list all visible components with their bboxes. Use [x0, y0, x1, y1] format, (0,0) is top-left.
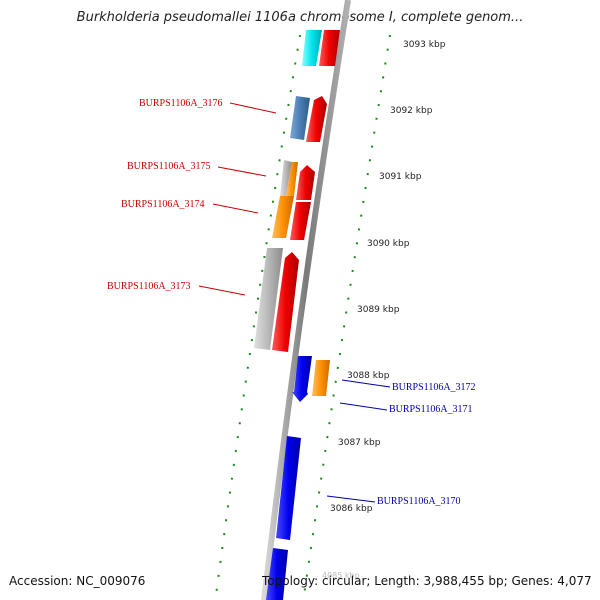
accession-text: Accession: NC_009076	[9, 574, 146, 588]
map-title: Burkholderia pseudomallei 1106a chromoso…	[76, 10, 524, 25]
gene-labels-left: BURPS1106A_3176 BURPS1106A_3175 BURPS110…	[107, 98, 223, 292]
gene-label-3171[interactable]: BURPS1106A_3171	[389, 404, 473, 415]
gene-3176-steel[interactable]	[290, 96, 310, 140]
gene-label-3173[interactable]: BURPS1106A_3173	[107, 281, 191, 292]
gene-3174-orange[interactable]	[272, 196, 294, 238]
leader-lines	[198, 102, 391, 503]
gene-label-3176[interactable]: BURPS1106A_3176	[139, 98, 223, 109]
gene-labels-right: BURPS1106A_3172 BURPS1106A_3171 BURPS110…	[377, 382, 476, 507]
gene-label-3174[interactable]: BURPS1106A_3174	[121, 199, 205, 210]
gene-segments	[254, 30, 340, 600]
inner-dotted-track	[303, 34, 391, 596]
gene-3172-orange[interactable]	[312, 360, 330, 396]
tick-label: 3093 kbp	[403, 40, 446, 50]
gene-red-top[interactable]	[319, 30, 340, 66]
tick-label: 3087 kbp	[338, 438, 381, 448]
ghost-tick-label: 4085 kbp	[322, 571, 360, 580]
gene-3173-gray[interactable]	[254, 248, 283, 350]
tick-label: 3088 kbp	[347, 371, 390, 381]
gene-3175-orange[interactable]	[286, 162, 298, 196]
tick-label: 3090 kbp	[367, 239, 410, 249]
scale-tick-labels: 3093 kbp 3092 kbp 3091 kbp 3090 kbp 3089…	[330, 40, 446, 514]
gene-3170-blue[interactable]	[276, 436, 301, 540]
leader-3170	[326, 495, 376, 503]
gene-cyan[interactable]	[302, 30, 322, 66]
tick-label: 3086 kbp	[330, 504, 373, 514]
gene-3173-red[interactable]	[272, 252, 299, 352]
leader-3171	[339, 402, 388, 411]
genome-summary-text: Topology: circular; Length: 3,988,455 bp…	[262, 574, 592, 588]
gene-3171-blue[interactable]	[292, 356, 312, 402]
gene-label-3172[interactable]: BURPS1106A_3172	[392, 382, 476, 393]
leader-3176	[229, 102, 277, 114]
gene-3175-gray[interactable]	[280, 160, 292, 196]
tick-label: 3092 kbp	[390, 106, 433, 116]
gene-3176-red[interactable]	[306, 96, 327, 142]
leader-3174	[212, 203, 259, 214]
gene-label-3170[interactable]: BURPS1106A_3170	[377, 496, 461, 507]
chromosome-backbone	[261, 0, 351, 600]
gene-3175-red[interactable]	[296, 165, 315, 200]
gene-label-3175[interactable]: BURPS1106A_3175	[127, 161, 211, 172]
gene-3174-red[interactable]	[290, 202, 311, 240]
leader-3173	[198, 285, 246, 296]
gene-blue-bottom[interactable]	[266, 548, 288, 600]
leader-3175	[217, 166, 267, 177]
outer-dotted-track	[215, 34, 301, 596]
tick-label: 3089 kbp	[357, 305, 400, 315]
tick-label: 3091 kbp	[379, 172, 422, 182]
leader-3172	[341, 379, 391, 388]
